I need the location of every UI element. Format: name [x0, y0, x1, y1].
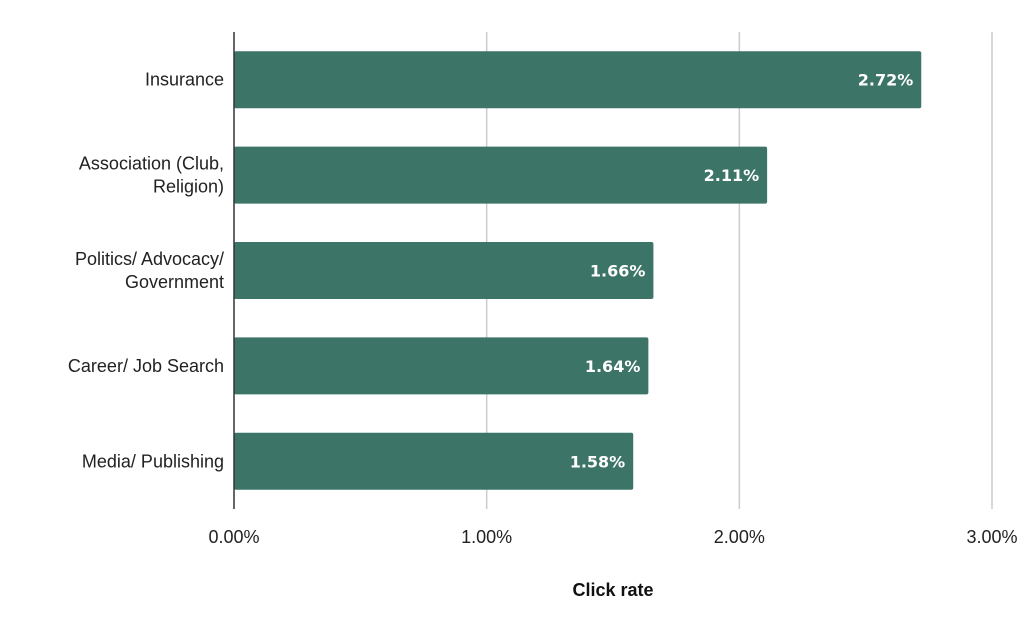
- bar: [234, 242, 654, 299]
- category-label: Career/ Job Search: [68, 356, 224, 376]
- bar: [234, 146, 768, 204]
- bars: [234, 51, 922, 490]
- bar-value-label: 1.64%: [585, 357, 641, 376]
- x-tick-label: 2.00%: [714, 527, 765, 547]
- bar-value-label: 2.72%: [858, 71, 914, 90]
- x-tick-label: 0.00%: [208, 527, 259, 547]
- category-label: Insurance: [145, 70, 224, 90]
- bar: [234, 432, 634, 490]
- bar-value-label: 1.66%: [590, 262, 646, 281]
- bar-value-label: 1.58%: [570, 452, 626, 471]
- category-label: Association (Club, Religion): [79, 154, 224, 197]
- category-label: Politics/ Advocacy/Government: [75, 249, 224, 292]
- labels: 0.00% 1.00% 2.00% 3.00% 2.72% Insurance 2.11% A…: [68, 70, 1018, 547]
- x-tick-label: 3.00%: [966, 527, 1017, 547]
- bar: [234, 51, 922, 109]
- bar: [234, 337, 649, 395]
- x-tick-label: 1.00%: [461, 527, 512, 547]
- x-axis-title: Click rate: [572, 580, 653, 600]
- bar-value-label: 2.11%: [704, 166, 760, 185]
- category-label: Media/ Publishing: [82, 451, 224, 471]
